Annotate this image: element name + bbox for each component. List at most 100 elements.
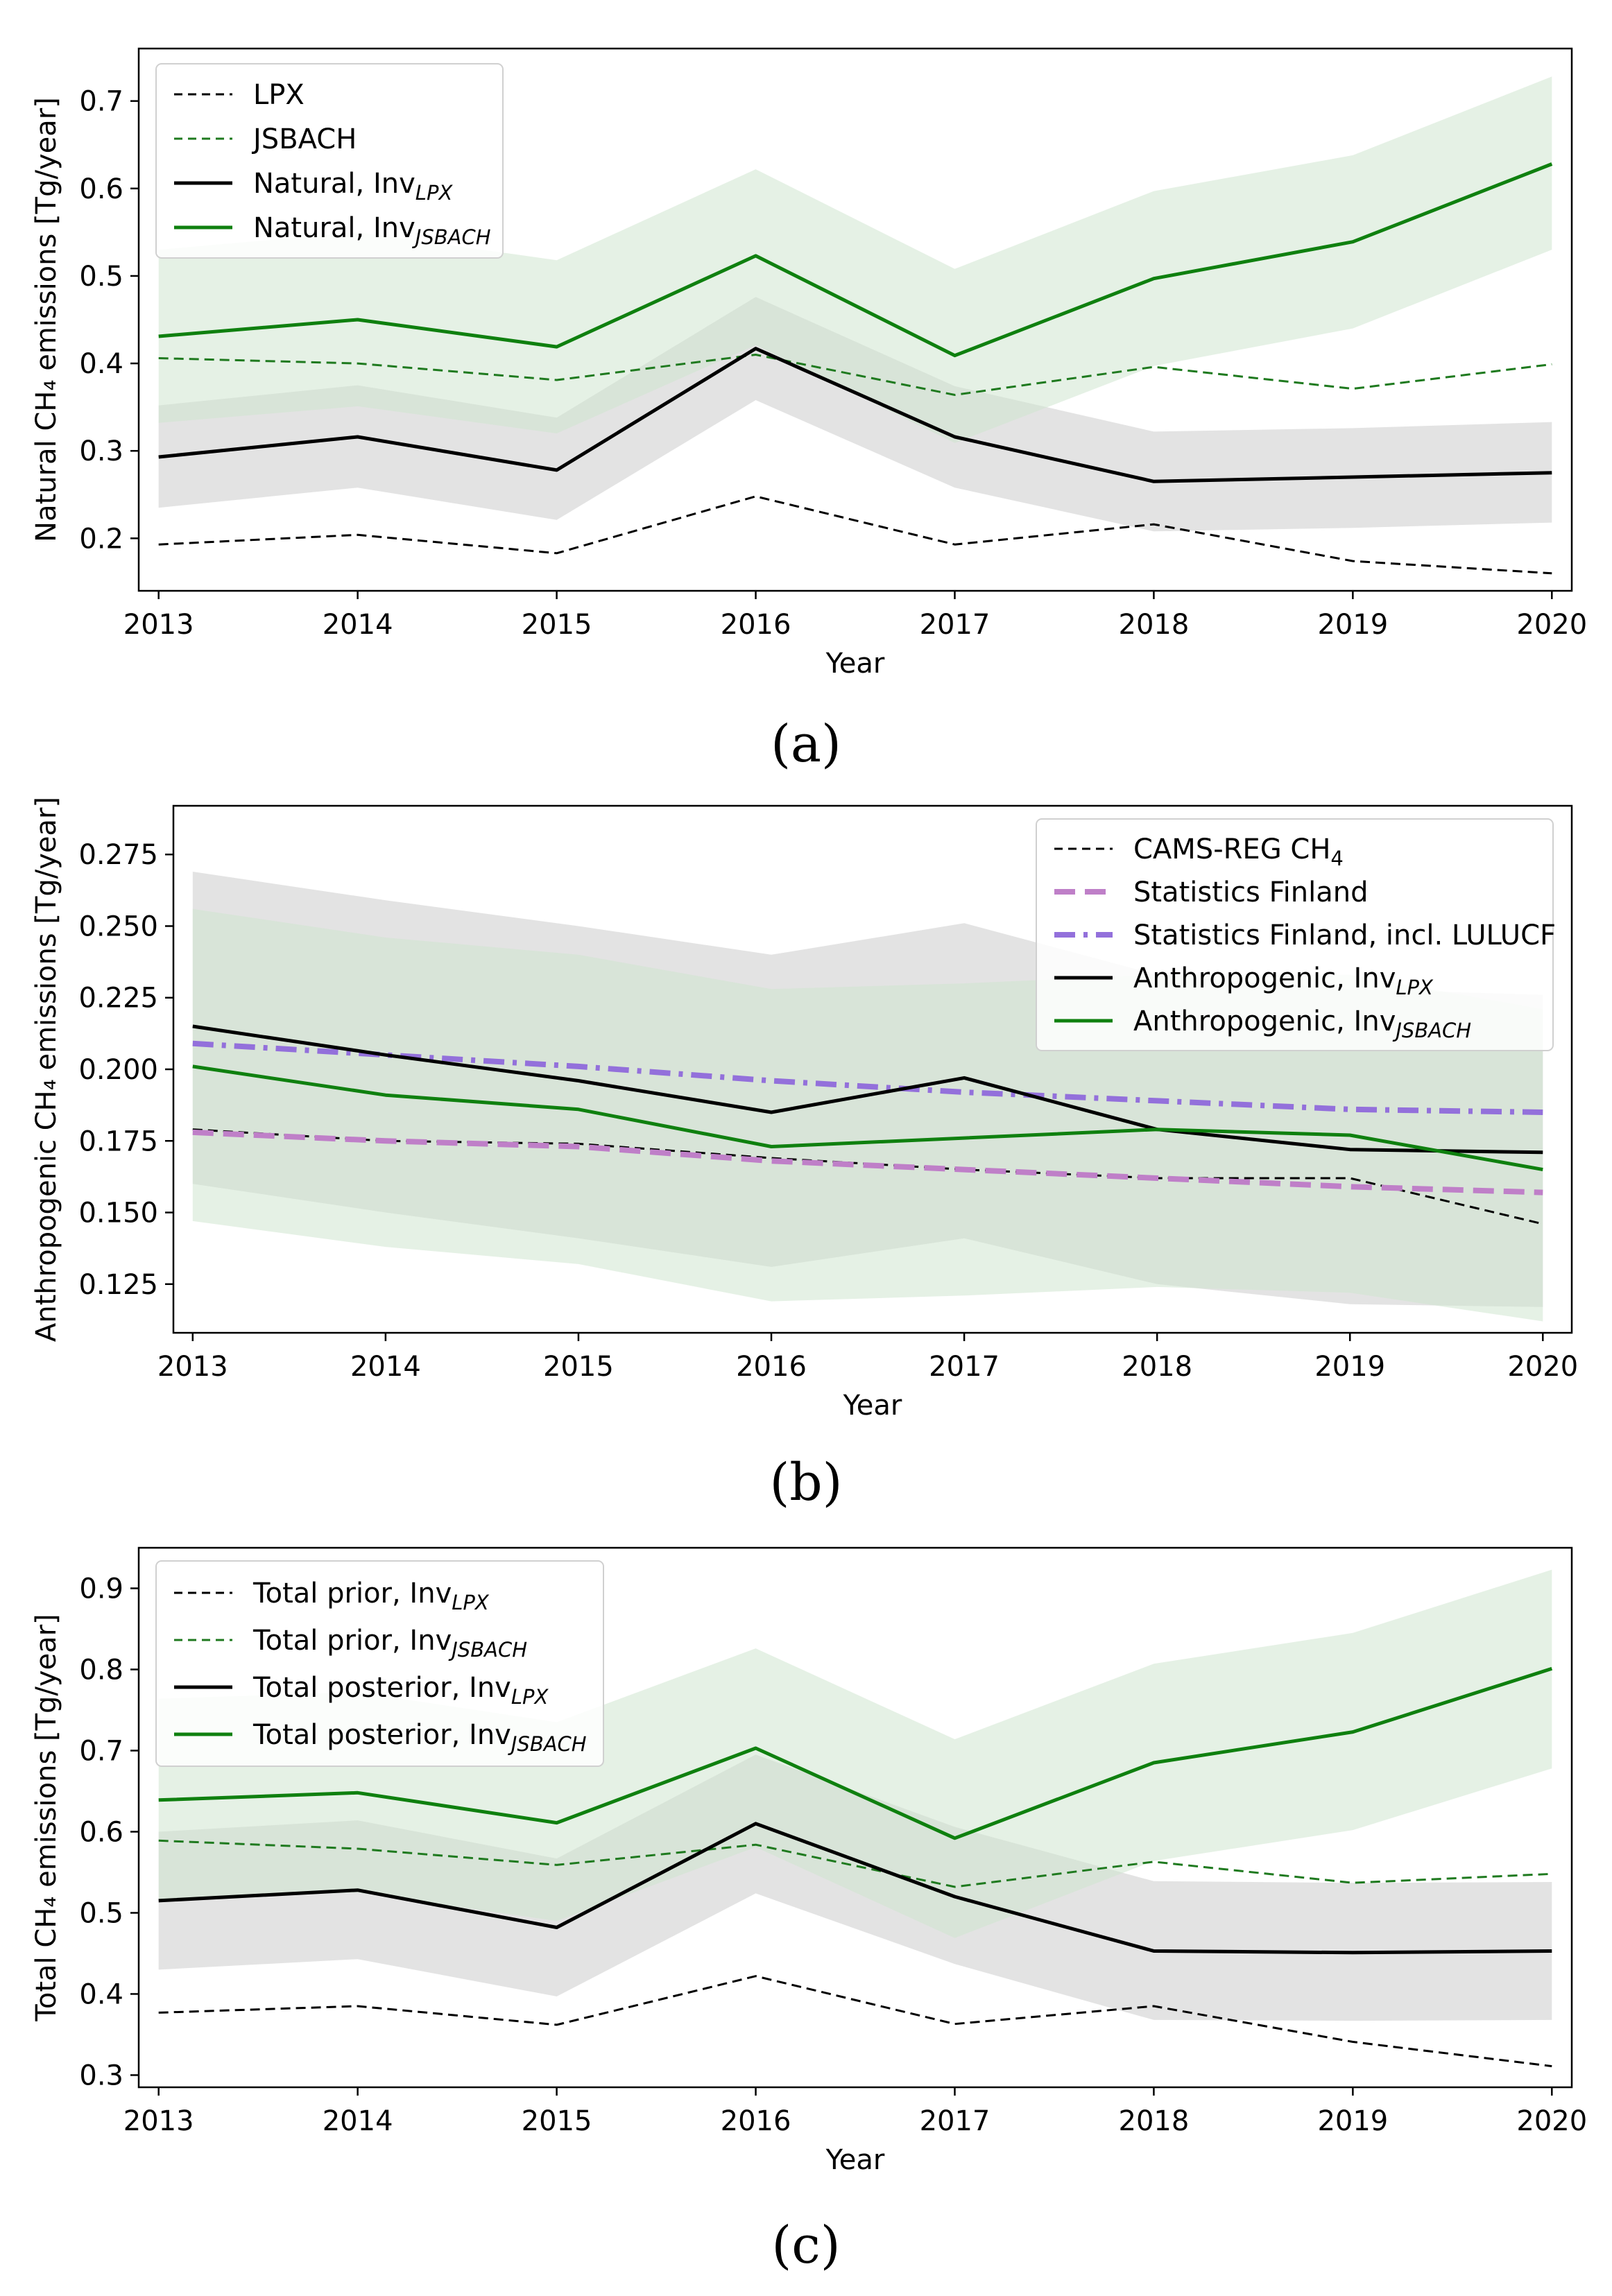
y-tick-label: 0.200 [78,1054,158,1086]
series-line-5 [192,1064,1543,1172]
legend-label-4: Natural, InvJSBACH [253,212,491,249]
series-line-4 [158,162,1553,358]
series-line-4 [158,1666,1553,1840]
axes-frame [137,47,1573,592]
panel-b-caption: (b) [769,1453,843,1512]
panel-a-caption: (a) [771,714,841,774]
x-axis-title: Year [843,1390,902,1422]
x-tick-label: 2016 [736,1351,807,1383]
panel-a: 2013 2014 2015 2016 2017 2018 2019 2020 0.2 0.3 0.… [0,0,1612,784]
uncertainty-band-2 [158,1569,1552,1938]
legend-label-3: Statistics Finland, incl. LULUCF [1133,920,1556,951]
legend-label-main: Anthropogenic, Inv [1133,1005,1396,1037]
legend-label-main: Total posterior, Inv [252,1719,511,1751]
legend: CAMS-REG CH4 Statistics Finland Statistics… [1036,818,1556,1051]
series-line-2 [158,354,1552,396]
plot-area [158,76,1553,575]
y-tick-label: 0.275 [78,839,158,871]
y-tick-label: 0.4 [79,348,123,380]
y-tick-label: 0.6 [79,173,123,205]
x-tick-label: 2017 [929,1351,1000,1383]
legend-label-subscript: JSBACH [1392,1019,1471,1042]
legend-label-subscript: 4 [1330,847,1343,870]
legend-box [155,1560,604,1767]
y-tick-label: 0.5 [79,1897,123,1929]
y-tick-label: 0.4 [79,1978,123,2010]
x-tick-label: 2016 [721,609,791,641]
panel-c-caption: (c) [771,2216,841,2275]
panel-b: 2013 2014 2015 2016 2017 2018 2019 2020 0.125 0.1… [0,784,1612,1539]
legend-label-main: JSBACH [251,123,357,155]
y-axis-title: Anthropogenic CH₄ emissions [Tg/year] [31,797,62,1342]
legend-label-2: Statistics Finland [1133,877,1369,908]
x-tick-label: 2017 [920,609,991,641]
legend-label-subscript: LPX [1396,976,1434,999]
legend-label-main: Statistics Finland, incl. LULUCF [1133,920,1556,951]
uncertainty-band-2 [158,76,1552,443]
legend-label-subscript: LPX [415,181,454,205]
x-tick-label: 2013 [123,609,194,641]
legend-label-subscript: JSBACH [508,1732,587,1756]
y-tick-label: 0.7 [79,86,123,118]
legend-label-1: LPX [253,79,305,111]
legend-label-main: LPX [253,79,305,111]
y-tick-label: 0.125 [78,1269,158,1301]
legend-label-2: Total prior, InvJSBACH [252,1625,527,1661]
series-line-2 [158,1839,1552,1888]
legend-box [155,63,504,259]
x-tick-label: 2013 [123,2105,194,2137]
legend-label-main: Total posterior, Inv [252,1672,511,1704]
y-tick-label: 0.9 [79,1573,123,1605]
y-axis-title: Total CH₄ emissions [Tg/year] [31,1614,62,2022]
y-tick-label: 0.150 [78,1198,158,1229]
total-emissions-chart: 2013 2014 2015 2016 2017 2018 2019 2020 0.3 0.4 0.… [31,1546,1587,2176]
legend-label-1: CAMS-REG CH4 [1133,834,1344,870]
series-line-1 [158,495,1552,575]
legend-label-subscript: LPX [511,1685,549,1709]
anthropogenic-emissions-chart: 2013 2014 2015 2016 2017 2018 2019 2020 0.125 0.1… [31,797,1578,1422]
x-tick-label: 2019 [1317,2105,1388,2137]
y-tick-label: 0.7 [79,1735,123,1767]
x-tick-label: 2020 [1516,609,1587,641]
y-tick-label: 0.175 [78,1125,158,1157]
x-axis-title: Year [825,2144,885,2176]
legend-label-main: Total prior, Inv [252,1625,452,1657]
y-axis-title: Natural CH₄ emissions [Tg/year] [31,97,62,542]
legend-label-3: Total posterior, InvLPX [252,1672,549,1709]
legend-label-4: Total posterior, InvJSBACH [252,1719,587,1756]
legend-label-main: Statistics Finland [1133,877,1369,908]
x-tick-label: 2018 [1122,1351,1192,1383]
x-tick-label: 2018 [1119,2105,1190,2137]
y-tick-label: 0.2 [79,523,123,555]
natural-emissions-chart: 2013 2014 2015 2016 2017 2018 2019 2020 0.2 0.3 0.… [31,47,1587,680]
legend-label-subscript: JSBACH [448,1638,527,1661]
x-tick-label: 2013 [157,1351,228,1383]
panel-c: 2013 2014 2015 2016 2017 2018 2019 2020 0.3 0.4 0.… [0,1539,1612,2296]
series-line-3 [158,1822,1552,1955]
axes-frame [137,1546,1573,2089]
x-tick-label: 2018 [1119,609,1190,641]
x-tick-label: 2020 [1507,1351,1578,1383]
x-tick-label: 2015 [543,1351,614,1383]
series-line-2 [192,1129,1543,1196]
y-tick-label: 0.3 [79,435,123,467]
x-tick-label: 2016 [721,2105,791,2137]
x-tick-label: 2015 [522,609,592,641]
legend-box [1036,818,1554,1051]
x-axis-title: Year [825,648,885,680]
x-tick-label: 2019 [1317,609,1388,641]
y-tick-label: 0.6 [79,1816,123,1848]
x-tick-label: 2015 [522,2105,592,2137]
y-tick-label: 0.3 [79,2060,123,2091]
legend-label-main: Natural, Inv [253,168,415,200]
legend-label-1: Total prior, InvLPX [252,1578,490,1614]
x-tick-label: 2014 [323,2105,393,2137]
legend-label-3: Natural, InvLPX [253,168,453,205]
series-line-4 [192,1024,1543,1155]
legend-label-main: Anthropogenic, Inv [1133,963,1396,994]
x-tick-label: 2014 [350,1351,421,1383]
y-tick-label: 0.250 [78,910,158,942]
legend-label-2: JSBACH [251,123,357,155]
